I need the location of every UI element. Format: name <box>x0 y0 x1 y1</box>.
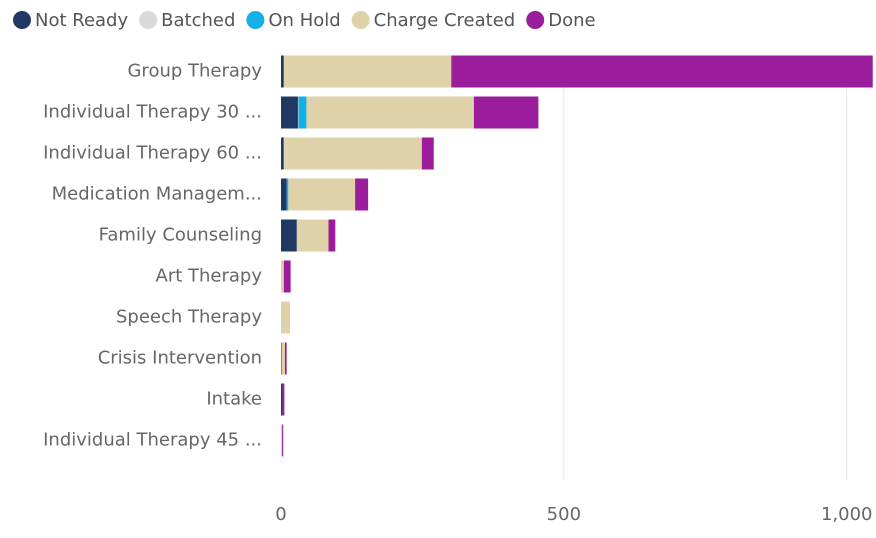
bar-segment <box>281 342 282 375</box>
bar-segment <box>286 178 289 211</box>
bar-segment <box>473 96 539 129</box>
y-tick-label: Crisis Intervention <box>98 348 262 369</box>
bar-segment <box>283 260 291 293</box>
y-tick-label: Art Therapy <box>156 266 263 287</box>
y-tick-label: Individual Therapy 45 ... <box>43 430 262 451</box>
bar-segment <box>281 424 283 457</box>
legend-label: On Hold <box>268 10 340 31</box>
bar-segment <box>282 383 285 416</box>
legend-label: Charge Created <box>374 10 516 31</box>
bar-segment <box>328 219 336 252</box>
bar-segment <box>298 96 307 129</box>
bar-segment <box>296 219 329 252</box>
bar-segment <box>421 137 434 170</box>
y-tick-label: Intake <box>206 389 262 410</box>
bar-segment <box>284 137 422 170</box>
legend-marker <box>351 11 370 29</box>
legend-label: Done <box>548 10 595 31</box>
bar-segment <box>281 96 298 129</box>
y-tick-label: Speech Therapy <box>116 307 262 328</box>
y-tick-label: Individual Therapy 30 ... <box>43 102 262 123</box>
bar-segment <box>281 342 285 375</box>
bar-segment <box>281 301 291 334</box>
bar-segment <box>282 424 284 457</box>
y-tick-label: Group Therapy <box>127 61 262 82</box>
x-tick-label: 1,000 <box>821 504 873 525</box>
bar-segment <box>355 178 369 211</box>
bar-segment <box>281 55 284 88</box>
y-tick-label: Individual Therapy 60 ... <box>43 143 262 164</box>
legend-marker <box>526 11 545 29</box>
legend-label: Batched <box>161 10 235 31</box>
bar-segment <box>281 137 284 170</box>
bar-segment <box>288 178 356 211</box>
bar-segment <box>281 383 283 416</box>
bar-segment <box>306 96 474 129</box>
bar-segment <box>451 55 873 88</box>
x-tick-label: 0 <box>275 504 286 525</box>
bar-segment <box>283 55 452 88</box>
y-tick-label: Medication Managem... <box>52 184 262 205</box>
bar-segment <box>281 260 284 293</box>
x-tick-label: 500 <box>547 504 581 525</box>
legend-marker <box>246 11 265 29</box>
legend-marker <box>139 11 158 29</box>
bar-segment <box>297 96 299 129</box>
y-tick-label: Family Counseling <box>99 225 262 246</box>
bar-segment <box>281 219 297 252</box>
bar-segment <box>284 342 287 375</box>
legend-marker <box>13 11 31 29</box>
legend-label: Not Ready <box>35 10 128 31</box>
bar-segment <box>281 178 287 211</box>
bar-segment <box>283 137 285 170</box>
